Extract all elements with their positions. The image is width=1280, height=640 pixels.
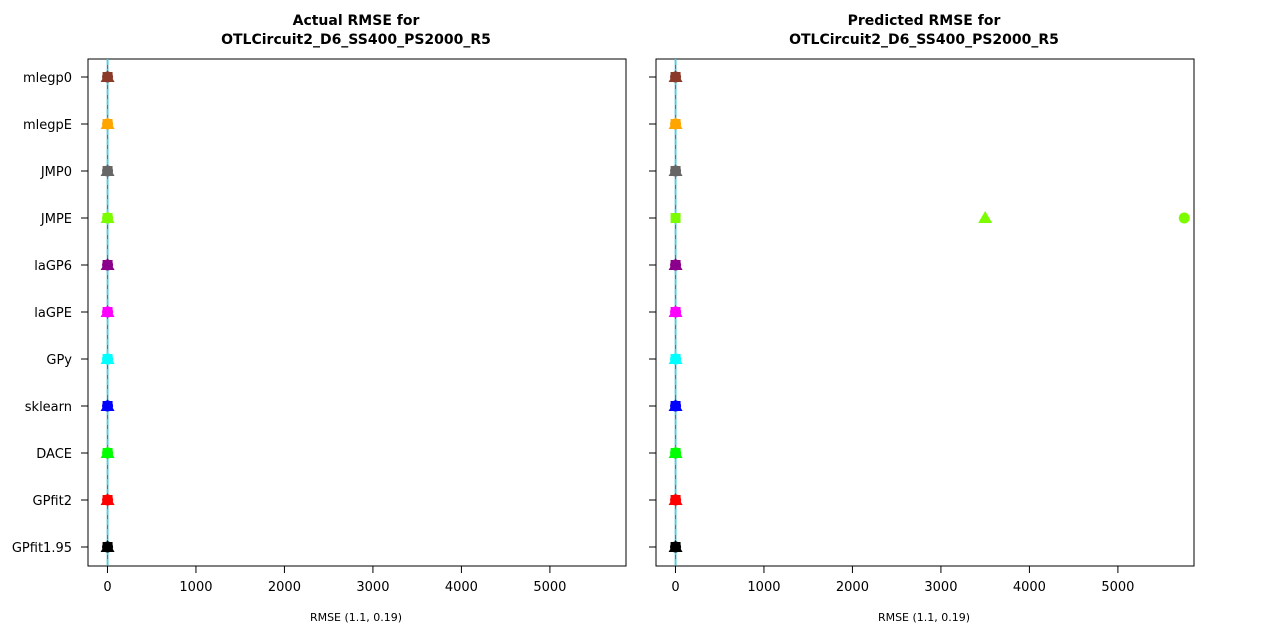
x-tick-label: 2000 (836, 580, 869, 595)
category-label: sklearn (25, 400, 72, 415)
point-circle (102, 71, 114, 83)
point-circle (670, 165, 682, 177)
point-circle (102, 400, 114, 412)
point-circle (102, 447, 114, 459)
category-label: GPy (46, 353, 72, 368)
category-label: GPfit1.95 (12, 541, 72, 556)
category-label: GPfit2 (33, 494, 72, 509)
point-circle (670, 447, 682, 459)
panel-actual-rmse: Actual RMSE for OTLCircuit2_D6_SS400_PS2… (12, 13, 627, 624)
point-circle (102, 259, 114, 271)
x-tick-label: 5000 (1101, 580, 1134, 595)
x-tick-label: 1000 (747, 580, 780, 595)
panel-predicted-rmse: Predicted RMSE for OTLCircuit2_D6_SS400_… (649, 13, 1195, 624)
point-circle (1178, 212, 1190, 224)
x-tick-label: 0 (671, 580, 679, 595)
plot-frame (655, 58, 1195, 567)
x-tick-label: 4000 (1013, 580, 1046, 595)
category-label: JMP0 (40, 165, 72, 180)
point-circle (670, 71, 682, 83)
point-triangle (978, 211, 993, 223)
category-label: laGPE (34, 306, 72, 321)
point-circle (102, 118, 114, 130)
point-circle (670, 400, 682, 412)
plot-frame (87, 58, 627, 567)
chart-title-line-2: OTLCircuit2_D6_SS400_PS2000_R5 (221, 32, 491, 48)
x-tick-label: 2000 (268, 580, 301, 595)
category-label: JMPE (40, 212, 72, 227)
point-circle (102, 306, 114, 318)
category-label: laGP6 (34, 259, 72, 274)
x-tick-label: 4000 (445, 580, 478, 595)
x-axis-label: RMSE (1.1, 0.19) (878, 611, 970, 624)
x-axis-label: RMSE (1.1, 0.19) (310, 611, 402, 624)
point-square (670, 213, 681, 223)
chart-title-line-2: OTLCircuit2_D6_SS400_PS2000_R5 (789, 32, 1059, 48)
chart-title-line-1: Predicted RMSE for (848, 13, 1001, 29)
category-label: DACE (36, 447, 72, 462)
point-circle (670, 541, 682, 553)
chart-title-line-1: Actual RMSE for (293, 13, 420, 29)
point-circle (670, 494, 682, 506)
x-tick-label: 3000 (356, 580, 389, 595)
x-tick-label: 0 (103, 580, 111, 595)
point-circle (102, 165, 114, 177)
point-circle (102, 212, 114, 224)
x-tick-label: 3000 (924, 580, 957, 595)
point-circle (102, 353, 114, 365)
x-tick-label: 1000 (179, 580, 212, 595)
x-tick-label: 5000 (533, 580, 566, 595)
category-label: mlegp0 (23, 71, 72, 86)
point-circle (670, 353, 682, 365)
category-label: mlegpE (23, 118, 72, 133)
point-circle (670, 118, 682, 130)
point-circle (670, 306, 682, 318)
point-circle (670, 259, 682, 271)
point-circle (102, 541, 114, 553)
point-circle (102, 494, 114, 506)
